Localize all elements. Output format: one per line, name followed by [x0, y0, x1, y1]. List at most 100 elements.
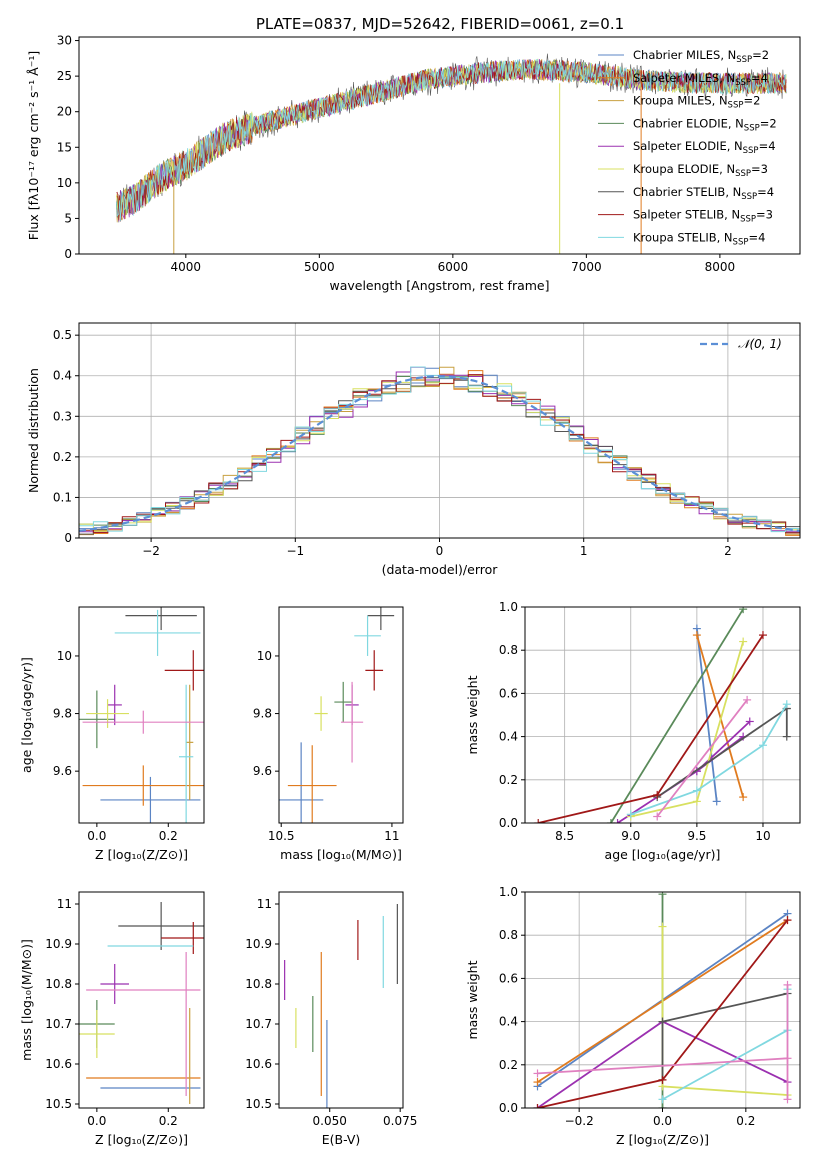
y-tick-label: 0.0 [499, 1101, 518, 1115]
legend-tail: =4 [757, 185, 774, 199]
plot-area [525, 607, 800, 823]
x-tick-label: −0.2 [565, 1114, 594, 1128]
legend-label: Salpeter MILES, NSSP=4 [633, 71, 768, 88]
axes-frame [278, 891, 404, 1109]
y-tick-label: 0.6 [499, 686, 518, 700]
x-tick-label: 9.5 [687, 829, 706, 843]
x-tick-label: 2 [724, 544, 732, 558]
plot-area [79, 607, 204, 823]
x-axis-label: wavelength [Angstrom, rest frame] [329, 278, 549, 293]
legend-sub: SSP [743, 146, 759, 156]
plot-area [525, 892, 800, 1108]
y-tick-label: 9.8 [53, 707, 72, 721]
y-tick-label: 0.0 [499, 816, 518, 830]
y-tick-label: 0.1 [53, 490, 72, 504]
plot-area [79, 323, 800, 538]
y-tick-label: 9.6 [253, 764, 272, 778]
panel-age-vs-mass: 10.5 11 9.6 9.8 10 mass [log₁₀(M/M⊙)] [253, 606, 404, 862]
y-tick-label: 0 [64, 247, 72, 261]
legend-tail: =3 [756, 208, 773, 222]
legend-sub: SSP [728, 101, 744, 111]
weight-line [630, 641, 744, 818]
legend-label: Chabrier MILES, NSSP=2 [633, 48, 769, 65]
legend-tail: =2 [743, 94, 760, 108]
plot-area [79, 902, 204, 1104]
x-tick-label: 0.075 [383, 1114, 417, 1128]
y-tick-label: 10.9 [45, 937, 72, 951]
legend-tail: =4 [751, 71, 768, 85]
legend-sub: SSP [735, 169, 751, 179]
legend-tail: =3 [751, 162, 768, 176]
y-tick-label: 10.5 [45, 1097, 72, 1111]
y-tick-label: 0.8 [499, 643, 518, 657]
y-tick-label: 10.6 [245, 1057, 272, 1071]
y-tick-label: 0.4 [499, 1015, 518, 1029]
x-tick-label: 6000 [438, 260, 469, 274]
x-tick-label: −2 [142, 544, 160, 558]
y-tick-label: 0.2 [499, 773, 518, 787]
panel-weight-vs-age: 8.5 9.0 9.5 10 0.0 0.2 0.4 0.6 0.8 1.0 age [log₁₀(… [465, 600, 801, 862]
y-tick-label: 10.7 [45, 1017, 72, 1031]
legend-label: Kroupa STELIB, NSSP=4 [633, 230, 765, 247]
legend-label: Kroupa ELODIE, NSSP=3 [633, 162, 768, 179]
y-tick-label: 0 [64, 531, 72, 545]
legend-tail: =2 [752, 48, 769, 62]
legend-tail: =4 [759, 139, 776, 153]
x-tick-label: 8.5 [555, 829, 574, 843]
y-tick-label: 10.8 [45, 977, 72, 991]
weight-line [537, 1057, 788, 1075]
x-axis-label: (data-model)/error [382, 562, 499, 577]
x-tick-label: 11 [384, 829, 399, 843]
y-tick-label: 1.0 [499, 885, 518, 899]
panels: Chabrier MILES, NSSP=2 Salpeter MILES, NS… [19, 34, 801, 1147]
y-tick-label: 0.8 [499, 928, 518, 942]
x-tick-label: 0.050 [313, 1114, 347, 1128]
y-tick-label: 11 [257, 897, 272, 911]
panel-residuals: 𝒩(0, 1) −2 −1 0 1 2 0 0.1 0.2 0.3 0.4 0.5 (data-mode… [26, 322, 801, 577]
x-tick-label: 0.2 [159, 1114, 178, 1128]
panel-weight-vs-Z: −0.2 0.0 0.2 0.0 0.2 0.4 0.6 0.8 1.0 Z [log₁₀(Z/Z… [465, 885, 801, 1147]
legend-label: Chabrier ELODIE, NSSP=2 [633, 116, 777, 133]
y-tick-label: 9.6 [53, 764, 72, 778]
y-tick-label: 0.6 [499, 971, 518, 985]
x-tick-label: 0.0 [87, 1114, 106, 1128]
y-tick-label: 9.8 [253, 707, 272, 721]
x-tick-label: 10 [755, 829, 770, 843]
x-axis-label: age [log₁₀(age/yr)] [605, 847, 721, 862]
legend-sub: SSP [735, 78, 751, 88]
legend-sub: SSP [744, 123, 760, 133]
x-tick-label: 4000 [171, 260, 202, 274]
y-tick-label: 10 [57, 176, 72, 190]
weight-line [656, 707, 788, 798]
panel-age-vs-Z: 0.0 0.2 9.6 9.8 10 Z [log₁₀(Z/Z⊙)] age [log₁₀(… [19, 606, 205, 862]
weight-line [661, 926, 788, 1096]
legend-label: Salpeter STELIB, NSSP=3 [633, 208, 773, 225]
x-tick-label: −1 [286, 544, 304, 558]
x-tick-label: 5000 [304, 260, 335, 274]
y-axis-label: mass weight [465, 675, 480, 754]
y-tick-label: 10.5 [245, 1097, 272, 1111]
weight-line [696, 628, 718, 802]
x-axis-label: E(B-V) [322, 1132, 361, 1147]
axes-frame [524, 606, 801, 824]
gaussian-curve [79, 375, 800, 532]
y-tick-label: 1.0 [499, 600, 518, 614]
x-tick-label: 10.5 [268, 829, 295, 843]
y-tick-label: 0.2 [53, 450, 72, 464]
y-tick-label: 0.5 [53, 328, 72, 342]
y-tick-label: 0.3 [53, 409, 72, 423]
figure-title: PLATE=0837, MJD=52642, FIBERID=0061, z=0… [256, 15, 624, 33]
y-tick-label: 10.7 [245, 1017, 272, 1031]
plot-area [116, 53, 787, 254]
y-tick-label: 0.4 [499, 730, 518, 744]
legend-sub: SSP [733, 237, 749, 247]
y-tick-label: 10 [57, 649, 72, 663]
legend-sub: SSP [736, 55, 752, 65]
y-tick-label: 10.8 [245, 977, 272, 991]
y-tick-label: 10.6 [45, 1057, 72, 1071]
axes-frame [78, 36, 801, 255]
weight-line [696, 634, 744, 798]
legend-sub: SSP [740, 215, 756, 225]
y-tick-label: 11 [57, 897, 72, 911]
